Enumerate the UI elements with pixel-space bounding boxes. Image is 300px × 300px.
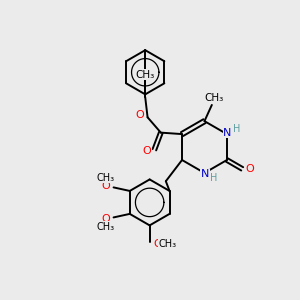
Text: CH₃: CH₃ bbox=[136, 70, 155, 80]
Text: O: O bbox=[136, 110, 145, 120]
Text: O: O bbox=[101, 214, 110, 224]
Text: H: H bbox=[210, 173, 218, 183]
Text: O: O bbox=[154, 239, 162, 249]
Text: N: N bbox=[223, 128, 232, 138]
Text: CH₃: CH₃ bbox=[205, 94, 224, 103]
Text: CH₃: CH₃ bbox=[159, 239, 177, 249]
Text: O: O bbox=[101, 181, 110, 191]
Text: H: H bbox=[232, 124, 240, 134]
Text: O: O bbox=[142, 146, 152, 156]
Text: N: N bbox=[201, 169, 209, 179]
Text: CH₃: CH₃ bbox=[96, 222, 114, 232]
Text: CH₃: CH₃ bbox=[96, 173, 114, 183]
Text: O: O bbox=[245, 164, 254, 174]
